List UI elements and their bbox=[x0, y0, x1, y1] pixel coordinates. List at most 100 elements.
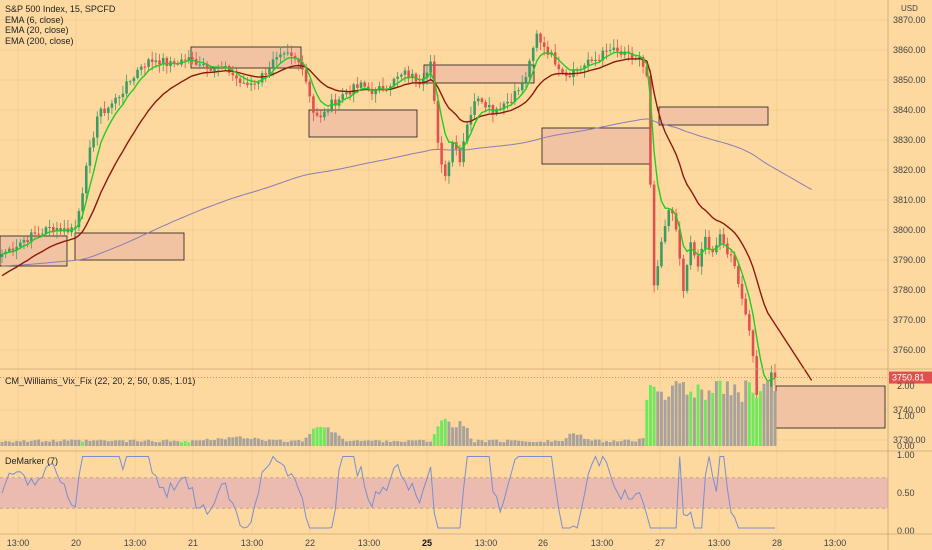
vix-bar bbox=[136, 441, 140, 446]
vix-bar bbox=[539, 441, 543, 446]
candle-body bbox=[268, 68, 271, 75]
vix-bar bbox=[714, 381, 718, 446]
vix-tick-label: 1.00 bbox=[897, 411, 915, 421]
vix-bar bbox=[231, 437, 235, 446]
candle-body bbox=[491, 105, 495, 114]
time-tick-label: 25 bbox=[422, 538, 432, 548]
vix-bar bbox=[169, 441, 172, 446]
candle-body bbox=[52, 226, 55, 232]
vix-bar bbox=[594, 439, 597, 446]
vix-bar bbox=[440, 420, 444, 446]
candle-body bbox=[436, 100, 440, 143]
demarker-legend[interactable]: DeMarker (7) bbox=[5, 456, 58, 467]
legend-ema-20[interactable]: EMA (20, close) bbox=[5, 25, 69, 35]
candle-body bbox=[700, 248, 704, 267]
candle-body bbox=[612, 47, 616, 51]
vix-bar bbox=[762, 383, 766, 446]
candle-body bbox=[121, 93, 125, 98]
vix-bar bbox=[436, 426, 440, 446]
vix-bar bbox=[289, 440, 293, 446]
vix-bar bbox=[172, 440, 176, 446]
vix-bar bbox=[202, 440, 205, 446]
vix-bar bbox=[293, 440, 297, 446]
vix-bar bbox=[352, 440, 356, 446]
vix-bar bbox=[447, 421, 451, 446]
vix-bar bbox=[722, 393, 726, 446]
candle-body bbox=[59, 228, 62, 232]
vix-legend[interactable]: CM_Williams_Vix_Fix (22, 20, 2, 50, 0.85… bbox=[5, 376, 195, 387]
vix-bar bbox=[476, 439, 480, 446]
candle-body bbox=[447, 162, 451, 177]
vix-bar bbox=[385, 440, 389, 446]
vix-bar bbox=[707, 390, 711, 446]
vix-bar bbox=[634, 441, 638, 446]
candle-body bbox=[473, 101, 476, 115]
candle-body bbox=[88, 147, 92, 166]
candle-body bbox=[590, 59, 594, 61]
vix-bar bbox=[513, 440, 517, 446]
vix-bar bbox=[117, 440, 121, 446]
price-tick-label: 3870.00 bbox=[893, 15, 926, 25]
candle-body bbox=[451, 142, 454, 163]
candle-body bbox=[106, 107, 110, 113]
vix-bar bbox=[502, 442, 506, 446]
symbol-title[interactable]: S&P 500 Index, 15, SPCFD bbox=[5, 4, 116, 14]
candle-body bbox=[84, 165, 88, 194]
vix-bar bbox=[88, 440, 92, 446]
vix-bar bbox=[407, 440, 411, 446]
candle-body bbox=[33, 232, 37, 234]
candle-body bbox=[539, 33, 542, 43]
candle-body bbox=[26, 239, 29, 243]
candle-body bbox=[275, 57, 279, 60]
time-tick-label: 22 bbox=[305, 538, 315, 548]
vix-bar bbox=[183, 441, 187, 446]
vix-bar bbox=[399, 441, 403, 446]
vix-bar bbox=[26, 441, 30, 446]
candle-body bbox=[773, 372, 777, 378]
vix-bar bbox=[626, 439, 630, 446]
vix-bar bbox=[84, 439, 88, 446]
time-tick-label: 13:00 bbox=[475, 538, 498, 548]
supply-demand-zone bbox=[308, 109, 418, 138]
vix-bars bbox=[0, 380, 777, 446]
candle-body bbox=[689, 242, 693, 266]
price-tick-label: 3860.00 bbox=[893, 45, 926, 55]
time-axis[interactable]: 13:00 20 13:00 21 13:00 22 13:00 25 13:00 26 13:00… bbox=[7, 538, 847, 548]
vix-bar bbox=[645, 399, 649, 446]
vix-bar bbox=[495, 439, 499, 446]
candle-body bbox=[748, 314, 751, 331]
vix-bar bbox=[685, 394, 689, 446]
vix-bar bbox=[264, 440, 268, 446]
candle-body bbox=[172, 61, 176, 64]
vix-bar bbox=[234, 436, 238, 446]
legend-ema-6[interactable]: EMA (6, close) bbox=[5, 14, 64, 25]
candle-body bbox=[744, 298, 747, 315]
vix-bar bbox=[341, 438, 345, 446]
candle-body bbox=[161, 57, 165, 65]
vix-bar bbox=[322, 427, 326, 446]
vix-bar bbox=[114, 440, 118, 446]
vix-bar bbox=[451, 427, 455, 446]
vix-bar bbox=[773, 391, 777, 446]
price-axis[interactable]: 3870.00 3860.00 3850.00 3840.00 3830.00 3820.… bbox=[889, 15, 932, 536]
candle-body bbox=[158, 60, 161, 65]
candle-body bbox=[73, 227, 77, 229]
time-tick-label: 13:00 bbox=[591, 538, 614, 548]
candle-body bbox=[202, 63, 205, 65]
vix-bar bbox=[572, 433, 575, 446]
vix-bar bbox=[755, 398, 759, 446]
vix-bar bbox=[198, 440, 202, 446]
candle-body bbox=[667, 210, 671, 227]
vix-bar bbox=[550, 441, 553, 446]
legend-ema-200[interactable]: EMA (200, close) bbox=[5, 35, 74, 46]
candle-body bbox=[356, 84, 359, 88]
vix-bar bbox=[535, 441, 539, 446]
candle-body bbox=[770, 372, 773, 399]
candle-body bbox=[594, 59, 597, 61]
time-tick-label: 13:00 bbox=[241, 538, 264, 548]
supply-demand-zone bbox=[74, 232, 185, 261]
candle-body bbox=[30, 232, 33, 243]
candle-body bbox=[546, 46, 550, 55]
